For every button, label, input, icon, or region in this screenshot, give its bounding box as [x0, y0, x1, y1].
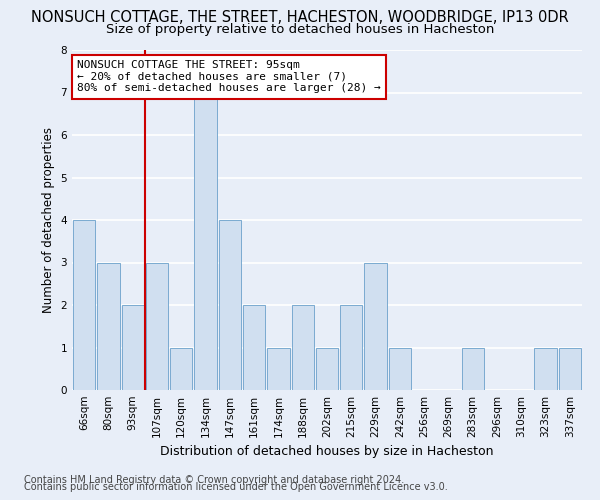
Bar — [292, 305, 314, 390]
Text: Size of property relative to detached houses in Hacheston: Size of property relative to detached ho… — [106, 22, 494, 36]
X-axis label: Distribution of detached houses by size in Hacheston: Distribution of detached houses by size … — [160, 446, 494, 458]
Y-axis label: Number of detached properties: Number of detached properties — [42, 127, 55, 313]
Bar — [364, 262, 387, 390]
Bar — [194, 92, 217, 390]
Bar — [97, 262, 119, 390]
Bar — [146, 262, 168, 390]
Bar — [170, 348, 193, 390]
Text: NONSUCH COTTAGE, THE STREET, HACHESTON, WOODBRIDGE, IP13 0DR: NONSUCH COTTAGE, THE STREET, HACHESTON, … — [31, 10, 569, 25]
Bar — [243, 305, 265, 390]
Text: Contains public sector information licensed under the Open Government Licence v3: Contains public sector information licen… — [24, 482, 448, 492]
Bar — [73, 220, 95, 390]
Bar — [389, 348, 411, 390]
Bar — [267, 348, 290, 390]
Bar — [461, 348, 484, 390]
Bar — [559, 348, 581, 390]
Bar — [340, 305, 362, 390]
Bar — [218, 220, 241, 390]
Bar — [535, 348, 557, 390]
Bar — [316, 348, 338, 390]
Bar — [122, 305, 144, 390]
Text: Contains HM Land Registry data © Crown copyright and database right 2024.: Contains HM Land Registry data © Crown c… — [24, 475, 404, 485]
Text: NONSUCH COTTAGE THE STREET: 95sqm
← 20% of detached houses are smaller (7)
80% o: NONSUCH COTTAGE THE STREET: 95sqm ← 20% … — [77, 60, 381, 94]
